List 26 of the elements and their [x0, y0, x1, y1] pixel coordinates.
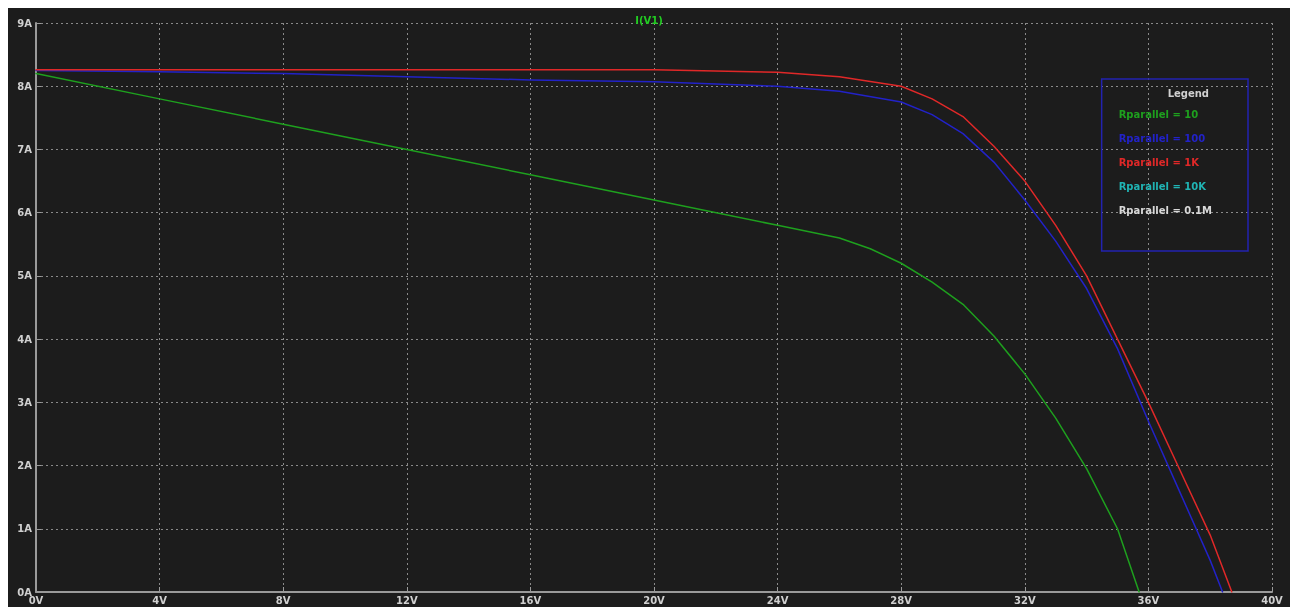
x-tick-label: 20V — [643, 594, 666, 606]
y-tick-label: 7A — [17, 143, 33, 155]
x-tick-label: 36V — [1137, 594, 1160, 606]
x-tick-label: 4V — [152, 594, 168, 606]
y-tick-label: 6A — [17, 207, 33, 219]
x-tick-label: 28V — [890, 594, 913, 606]
legend-label: Rparallel = 0.1M — [1118, 204, 1213, 216]
text: Rparallel = 10 — [1118, 108, 1199, 120]
y-tick-label: 8A — [17, 80, 33, 92]
x-tick-label: 8V — [275, 594, 291, 606]
x-tick-label: 12V — [395, 594, 418, 606]
legend-label: Rparallel = 10K — [1118, 180, 1208, 192]
x-tick-label: 40V — [1261, 594, 1284, 606]
y-tick-label: 9A — [17, 17, 33, 29]
y-tick-label: 3A — [17, 396, 33, 408]
y-tick-label: 5A — [17, 270, 33, 282]
chart-title: I(V1) — [635, 14, 663, 26]
y-tick-label: 1A — [17, 523, 33, 535]
y-tick-label: 2A — [17, 460, 33, 472]
x-tick-label: 24V — [766, 594, 789, 606]
y-tick-label: 4A — [17, 333, 33, 345]
text: Rparallel = 100 — [1118, 132, 1206, 144]
x-tick-label: 32V — [1013, 594, 1036, 606]
legend-title: Legend — [1167, 87, 1209, 99]
x-tick-label: 16V — [519, 594, 542, 606]
text: Rparallel = 1K — [1118, 156, 1201, 168]
